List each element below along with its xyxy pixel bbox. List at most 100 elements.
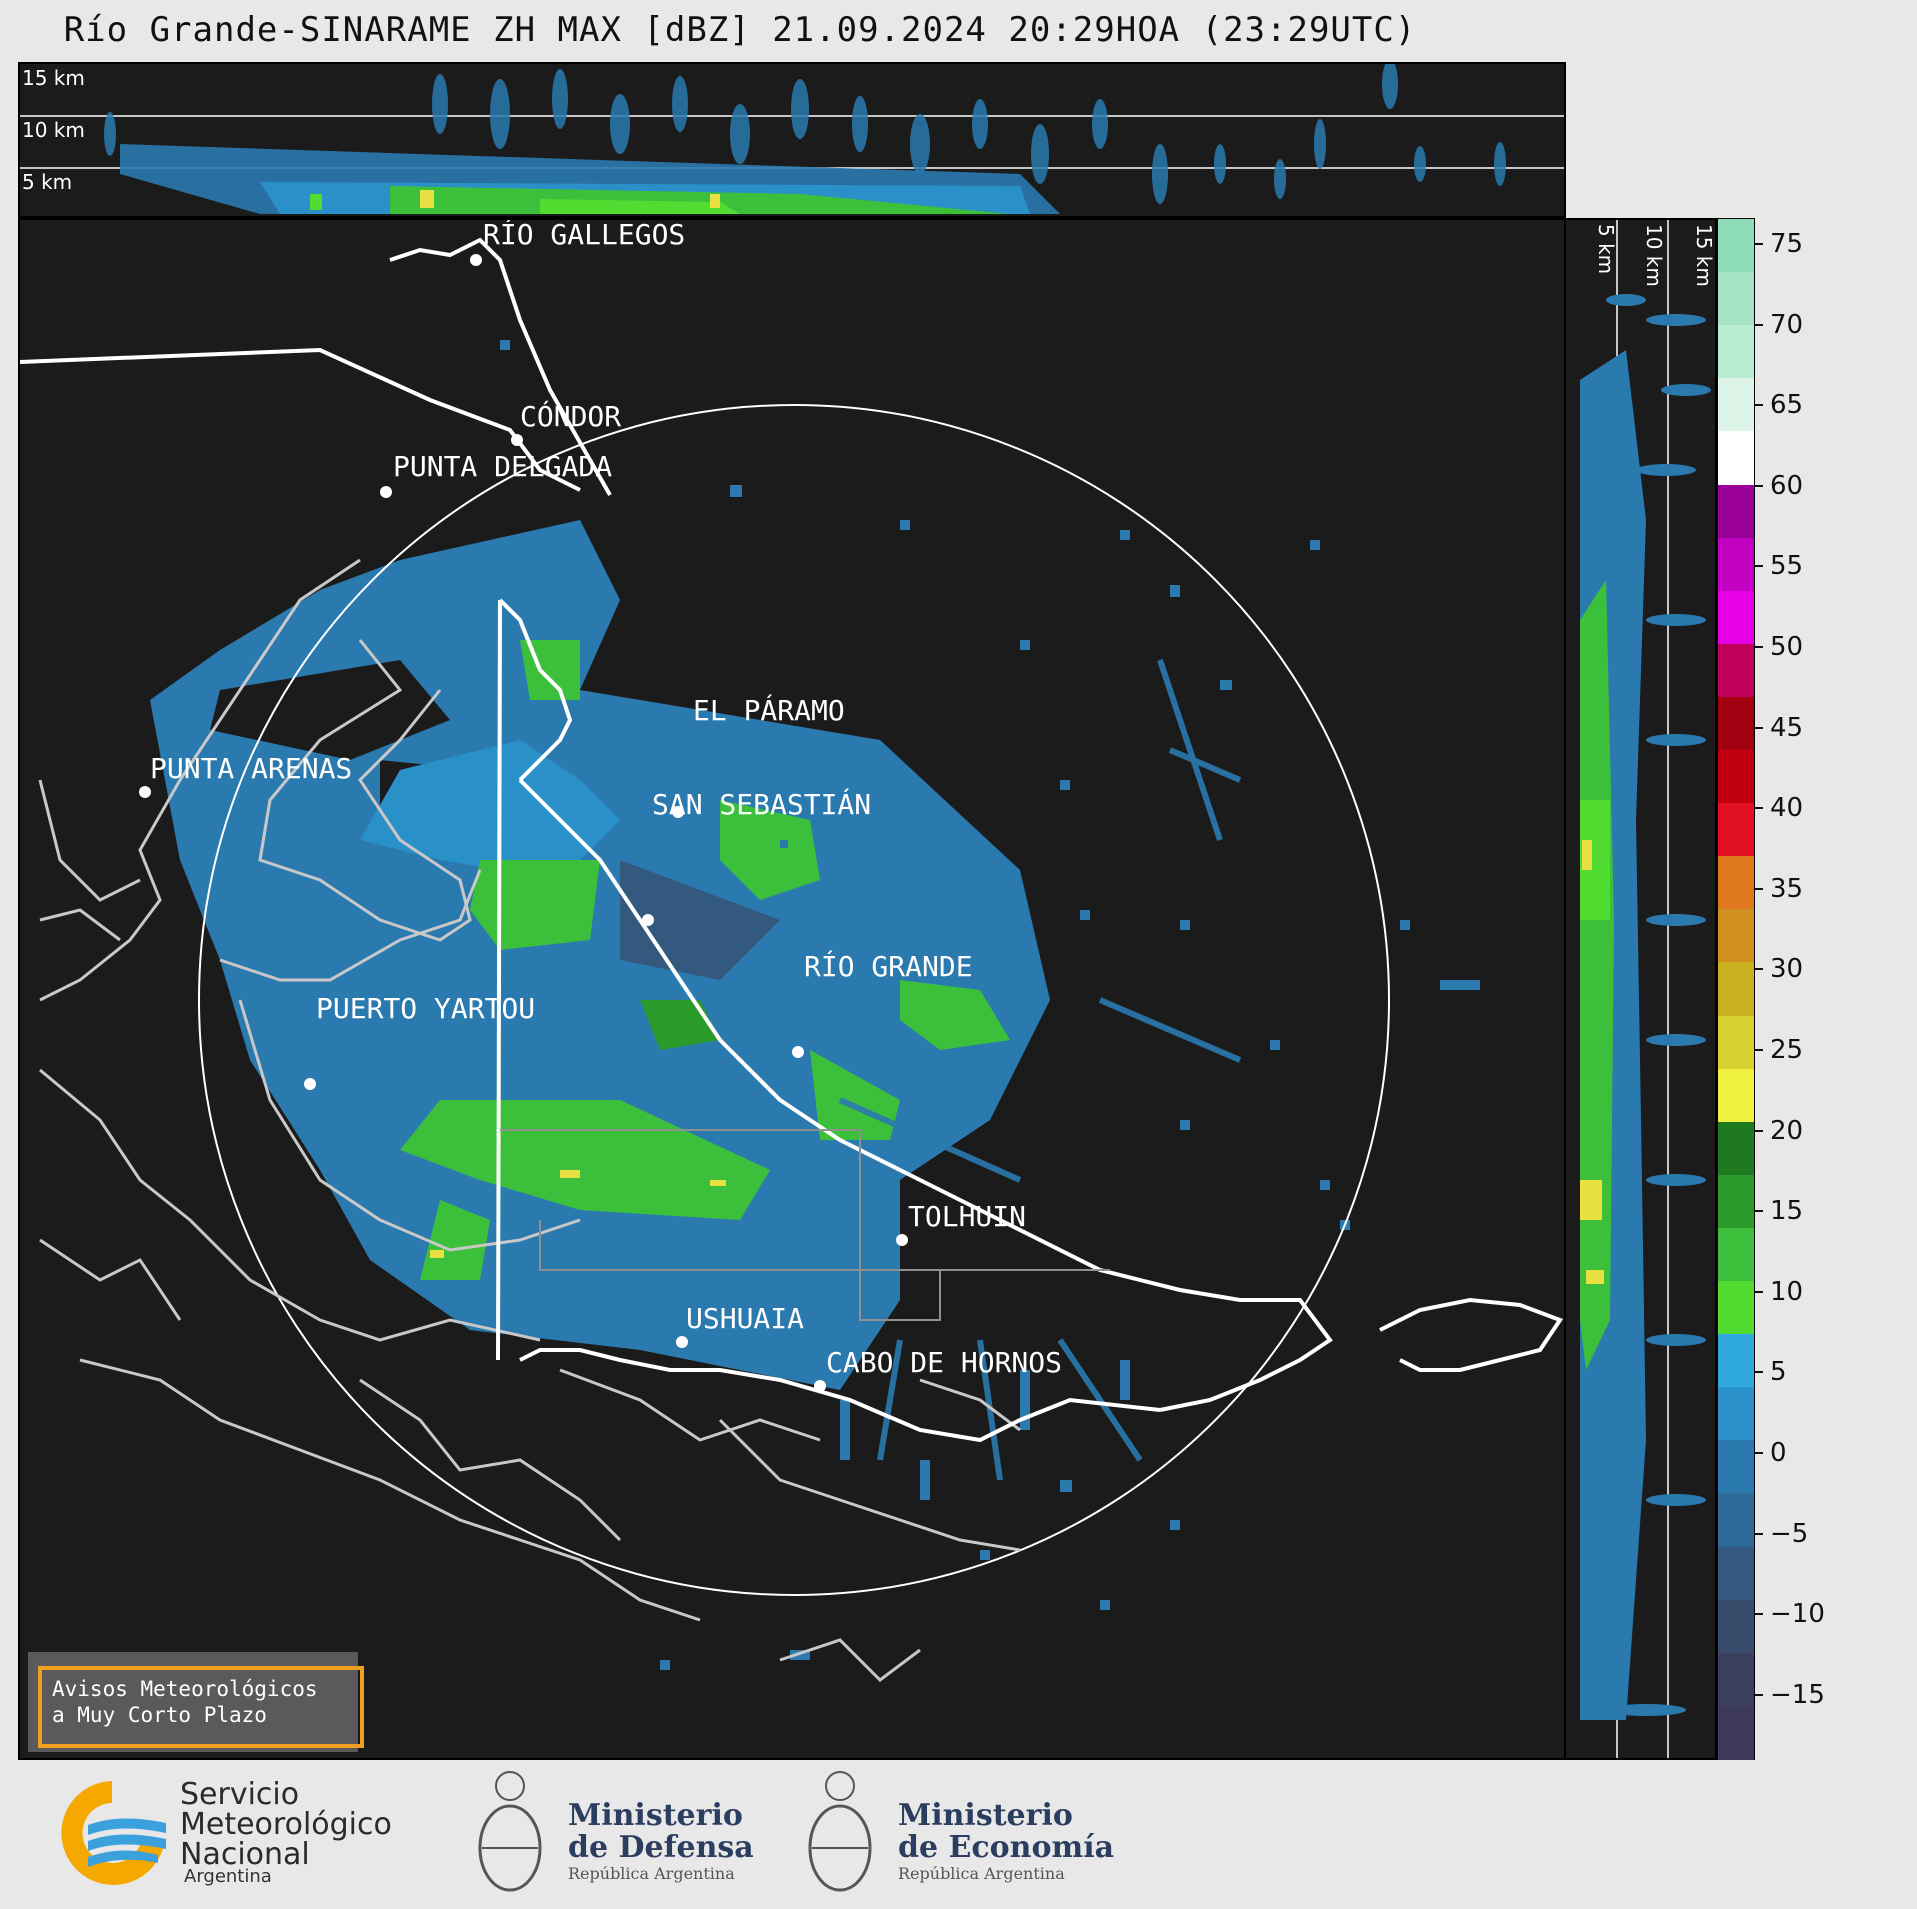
colorbar-tick-label: 45 [1770,712,1804,743]
aviso-line-2: a Muy Corto Plazo [52,1703,267,1727]
colorbar-tick [1755,1452,1763,1454]
colorbar-step [1718,1652,1754,1707]
colorbar-tick [1755,565,1763,568]
defensa-line-2: de Defensa [568,1830,754,1865]
colorbar-step [1718,431,1754,486]
colorbar-tick-label: 5 [1770,1357,1787,1388]
top-cross-section-echoes [20,64,1564,214]
colorbar-step [1718,750,1754,805]
colorbar-step [1718,1174,1754,1229]
colorbar-tick-label: 10 [1770,1276,1804,1307]
colorbar-tick [1755,243,1763,245]
colorbar-tick [1755,404,1763,407]
colorbar-tick [1755,726,1763,729]
colorbar-tick [1755,968,1763,971]
colorbar-tick [1755,1693,1763,1696]
top-height-label-5: 5 km [22,170,73,194]
colorbar-tick [1755,646,1763,648]
label-el-paramo: EL PÁRAMO [693,693,845,727]
colorbar-tick [1755,323,1763,326]
side-height-label-10: 10 km [1642,224,1666,287]
colorbar-step [1718,1281,1754,1336]
colorbar-tick-label: 35 [1770,873,1804,904]
label-rio-gallegos: RÍO GALLEGOS [483,220,685,251]
colorbar-tick [1755,1049,1763,1051]
colorbar-tick-label: 55 [1770,551,1804,582]
smn-sub: Argentina [184,1866,272,1887]
label-condor: CÓNDOR [520,399,621,433]
top-height-label-15: 15 km [22,66,85,90]
range-ring [198,404,1390,1596]
label-ushuaia: USHUAIA [686,1302,804,1335]
colorbar-tick-label: 75 [1770,229,1804,259]
colorbar-step [1718,1227,1754,1283]
colorbar-step [1718,643,1754,698]
colorbar-step [1718,803,1754,858]
colorbar-tick [1755,807,1763,810]
smn-name: Servicio Meteorológico Nacional [180,1780,392,1870]
colorbar-step [1718,1440,1754,1495]
colorbar-tick-label: −10 [1770,1599,1825,1630]
defensa-name: Ministerio de Defensa República Argentin… [568,1798,754,1884]
colorbar-step [1718,1121,1754,1176]
label-punta-delgada: PUNTA DELGADA [393,450,612,483]
side-cross-section-echoes [1580,220,1711,1758]
economia-sub: República Argentina [898,1864,1065,1883]
smn-line-3: Nacional [180,1837,310,1872]
defensa-seal-icon [478,1771,542,1892]
defensa-sub: República Argentina [568,1864,735,1883]
economia-line-2: de Economía [898,1830,1115,1865]
colorbar-tick-label: 60 [1770,470,1804,501]
colorbar-tick-label: 20 [1770,1115,1804,1146]
smn-line-2: Meteorológico [180,1807,392,1842]
radar-map [20,237,1564,1682]
colorbar-tick [1755,1129,1763,1132]
colorbar-step [1718,1387,1754,1442]
label-punta-arenas: PUNTA ARENAS [150,752,352,785]
colorbar-tick-label: 25 [1770,1035,1804,1065]
label-tolhuin: TOLHUIN [908,1200,1026,1233]
colorbar-step [1718,1068,1754,1123]
aviso-line-1: Avisos Meteorológicos [52,1677,318,1701]
colorbar-tick-label: 50 [1770,632,1804,662]
colorbar-tick [1755,1532,1763,1535]
colorbar-step [1718,1599,1754,1654]
colorbar-step [1718,537,1754,592]
label-cabo-de-hornos: CABO DE HORNOS [826,1346,1062,1379]
radar-map-panel: RÍO GALLEGOS CÓNDOR PUNTA DELGADA EL PÁR… [18,218,1566,1760]
colorbar-step [1718,696,1754,752]
colorbar-tick-label: 65 [1770,390,1804,421]
colorbar [1717,218,1755,1760]
colorbar-step [1718,1705,1754,1760]
colorbar-tick-label: 70 [1770,309,1804,340]
colorbar-step [1718,856,1754,911]
colorbar-tick [1755,1210,1763,1213]
colorbar-tick-label: −5 [1770,1518,1809,1549]
side-height-label-5: 5 km [1594,224,1618,275]
place-labels: RÍO GALLEGOS CÓNDOR PUNTA DELGADA EL PÁR… [150,220,1062,1379]
colorbar-tick [1755,1290,1763,1293]
colorbar-step [1718,325,1754,380]
colorbar-step [1718,1546,1754,1601]
economia-line-1: Ministerio [898,1798,1073,1833]
colorbar-step [1718,962,1754,1017]
map-title: Río Grande-SINARAME ZH MAX [dBZ] 21.09.2… [63,10,1417,50]
side-cross-section-panel: 5 km 10 km 15 km [1564,218,1717,1760]
aviso-box-inner[interactable]: Avisos Meteorológicos a Muy Corto Plazo [38,1666,364,1748]
place-markers [139,254,908,1392]
colorbar-tick-label: 30 [1770,954,1804,985]
economia-seal-icon [808,1771,872,1892]
colorbar-step [1718,219,1754,274]
economia-name: Ministerio de Economía República Argenti… [898,1798,1115,1884]
colorbar-step [1718,484,1754,539]
colorbar-step [1718,909,1754,964]
colorbar-step [1718,378,1754,433]
label-san-sebastian: SAN SEBASTIÁN [652,787,871,821]
colorbar-tick [1755,1371,1763,1374]
borders [20,237,1564,1443]
colorbar-step [1718,1334,1754,1389]
defensa-line-1: Ministerio [568,1798,743,1833]
aviso-box[interactable]: Avisos Meteorológicos a Muy Corto Plazo [28,1652,364,1752]
colorbar-tick-label: −15 [1770,1679,1825,1710]
colorbar-tick-label: 0 [1770,1438,1787,1468]
